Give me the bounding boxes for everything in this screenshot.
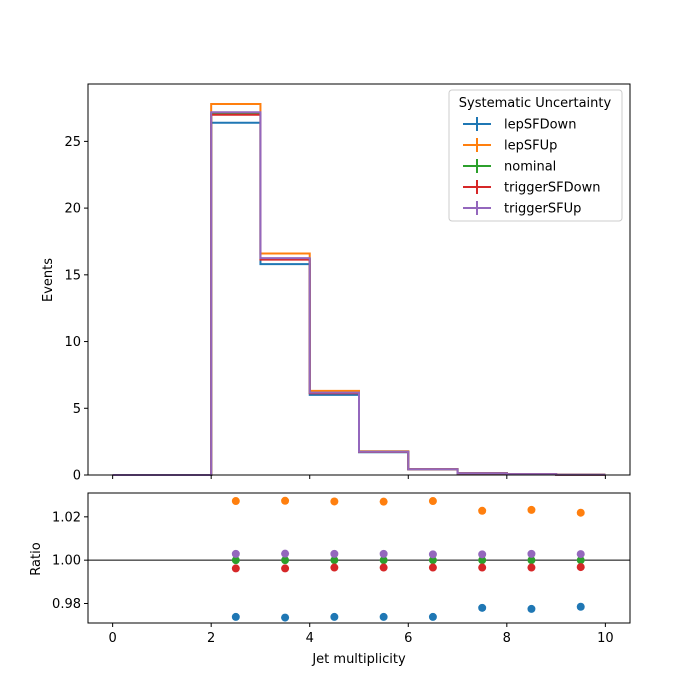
series-step-triggerSFUp (112, 111, 606, 476)
legend-label-nominal: nominal (504, 160, 556, 175)
ratio-point-triggerSFUp (576, 550, 585, 559)
main-plot-frame (87, 83, 631, 476)
ratio-point-nominal (428, 556, 437, 565)
ratio-point-triggerSFUp (478, 550, 487, 559)
ratio-point-nominal (379, 556, 388, 565)
ratio-point-triggerSFDown (478, 563, 487, 572)
ratio-point-lepSFDown (281, 613, 290, 622)
ratio-point-triggerSFDown (281, 564, 290, 573)
ratio-point-lepSFDown (428, 612, 437, 621)
main-ytick-label: 5 (73, 402, 81, 417)
main-histogram-panel: 0 5 10 15 20 25 Events Systematic Uncertainty… (41, 83, 631, 484)
ratio-point-lepSFUp (281, 496, 290, 505)
legend-label-lepSFUp: lepSFUp (504, 139, 557, 154)
ratio-point-triggerSFUp (231, 549, 240, 558)
ratio-ytick-label: 1.00 (52, 554, 81, 569)
legend-label-lepSFDown: lepSFDown (504, 118, 576, 133)
ratio-plot-area (88, 493, 630, 623)
ratio-point-triggerSFUp (379, 549, 388, 558)
main-ytick-label: 25 (64, 135, 81, 150)
legend-box (448, 89, 623, 222)
main-ytick-label: 0 (73, 469, 81, 484)
ratio-point-triggerSFDown (527, 563, 536, 572)
main-x-ticks (112, 475, 606, 479)
ratio-y-ticks: 0.98 1.00 1.02 (52, 510, 88, 612)
legend-label-triggerSFDown: triggerSFDown (504, 181, 600, 196)
ratio-x-ticks: 0 2 4 6 8 10 (108, 623, 614, 646)
ratio-point-triggerSFDown (576, 563, 585, 572)
ratio-point-nominal (281, 556, 290, 565)
ratio-xtick-label: 6 (404, 631, 412, 646)
legend: Systematic Uncertainty lepSFDown lepSFUp n… (448, 89, 623, 222)
ratio-xtick-label: 0 (108, 631, 116, 646)
ratio-y-axis-label: Ratio (29, 542, 44, 575)
ratio-plot-frame (87, 492, 631, 624)
ratio-point-lepSFUp (330, 497, 339, 506)
ratio-point-lepSFUp (379, 497, 388, 506)
ratio-point-lepSFDown (330, 612, 339, 621)
main-y-ticks: 0 5 10 15 20 25 (64, 135, 88, 484)
ratio-x-axis-label: Jet multiplicity (311, 652, 406, 667)
ratio-point-nominal (478, 556, 487, 565)
ratio-point-lepSFDown (379, 612, 388, 621)
ratio-point-nominal (527, 556, 536, 565)
ratio-point-lepSFUp (428, 497, 437, 506)
ratio-point-lepSFDown (478, 603, 487, 612)
ratio-xtick-label: 8 (503, 631, 511, 646)
ratio-panel: 0.98 1.00 1.02 0 2 4 6 8 10 Ratio Jet multiplic… (29, 492, 631, 667)
ratio-point-triggerSFUp (281, 549, 290, 558)
ratio-point-triggerSFUp (527, 549, 536, 558)
ratio-point-lepSFUp (231, 497, 240, 506)
ratio-point-nominal (576, 556, 585, 565)
main-ytick-label: 10 (64, 335, 81, 350)
ratio-ytick-label: 1.02 (52, 510, 81, 525)
ratio-point-lepSFUp (576, 508, 585, 517)
ratio-xtick-label: 4 (306, 631, 314, 646)
ratio-xtick-label: 2 (207, 631, 215, 646)
legend-title: Systematic Uncertainty (459, 96, 612, 111)
ratio-point-triggerSFDown (379, 563, 388, 572)
ratio-point-nominal (330, 556, 339, 565)
ratio-point-lepSFDown (231, 612, 240, 621)
main-ytick-label: 15 (64, 268, 81, 283)
ratio-ytick-label: 0.98 (52, 597, 81, 612)
main-series-group (112, 103, 606, 476)
legend-label-triggerSFUp: triggerSFUp (504, 202, 581, 217)
ratio-xtick-label: 10 (597, 631, 614, 646)
main-ytick-label: 20 (64, 202, 81, 217)
ratio-point-lepSFDown (527, 604, 536, 613)
ratio-point-lepSFUp (478, 506, 487, 515)
ratio-point-lepSFDown (576, 602, 585, 611)
legend-entries: lepSFDown lepSFUp nominal triggerSFDown trig… (463, 117, 600, 217)
ratio-point-triggerSFUp (330, 549, 339, 558)
ratio-point-triggerSFDown (330, 563, 339, 572)
ratio-point-triggerSFUp (428, 550, 437, 559)
ratio-point-lepSFUp (527, 505, 536, 514)
ratio-points-group (231, 496, 585, 622)
ratio-point-triggerSFDown (231, 564, 240, 573)
ratio-point-triggerSFDown (428, 563, 437, 572)
main-y-axis-label: Events (41, 258, 56, 302)
ratio-point-nominal (231, 556, 240, 565)
